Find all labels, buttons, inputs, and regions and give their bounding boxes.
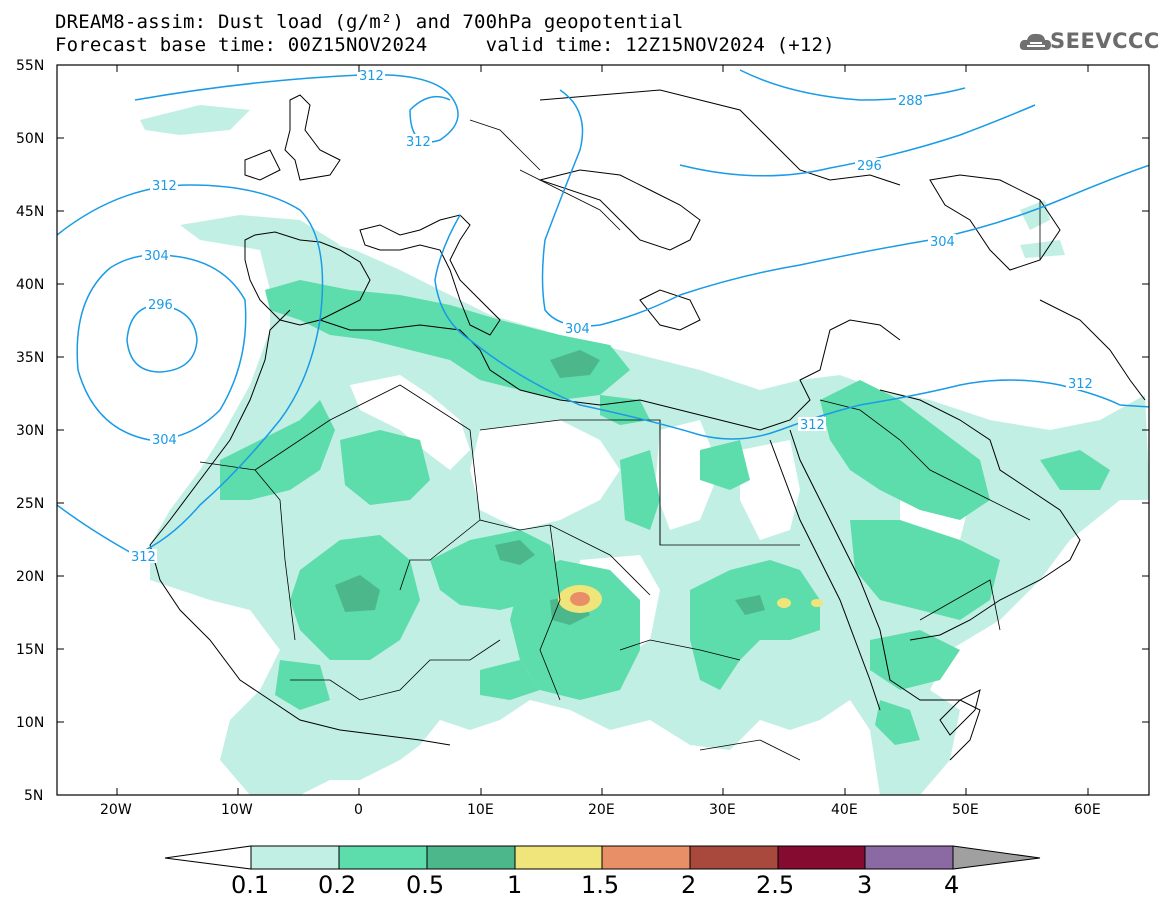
colorbar-swatch (426, 845, 516, 870)
colorbar-label: 1.5 (581, 871, 619, 899)
colorbar-label: 3 (857, 871, 872, 899)
lon-label: 20E (588, 802, 615, 818)
map-title-line2: Forecast base time: 00Z15NOV2024 valid t… (55, 34, 835, 56)
lat-label: 30N (16, 423, 44, 439)
contour-labels: 312 312 312 304 296 304 312 304 304 296 … (129, 68, 1094, 565)
map-title-line1: DREAM8-assim: Dust load (g/m²) and 700hP… (55, 11, 684, 33)
colorbar: 0.1 0.2 0.5 1 1.5 2 2.5 3 4 (164, 845, 1041, 899)
contour-label: 304 (930, 235, 955, 250)
lat-label: 55N (16, 58, 44, 74)
dust-hotspot-orange (570, 592, 590, 606)
colorbar-swatch (689, 845, 779, 870)
contour-label: 312 (800, 418, 825, 433)
lat-label: 35N (16, 350, 44, 366)
lat-label: 15N (16, 642, 44, 658)
colorbar-label: 0.1 (231, 871, 269, 899)
colorbar-swatch (777, 845, 866, 870)
contour-304-south (541, 89, 1149, 327)
lon-label: 30E (709, 802, 736, 818)
contour-label: 304 (144, 249, 169, 264)
contour-312-north (134, 73, 459, 143)
contour-296-loop (126, 304, 198, 373)
dust-field (140, 105, 1149, 795)
dust-hotspot-yellow (777, 598, 791, 608)
lat-label: 45N (16, 204, 44, 220)
clear-area (470, 420, 620, 530)
lon-label: 10E (467, 802, 494, 818)
clear-area (655, 420, 720, 530)
contour-label: 296 (148, 298, 173, 313)
lon-label: 40E (831, 802, 858, 818)
contour-312-west (57, 184, 324, 556)
contour-label: 296 (857, 159, 882, 174)
lat-label: 10N (16, 715, 44, 731)
contour-label: 288 (898, 94, 923, 109)
lat-label: 5N (24, 788, 43, 804)
contour-label: 304 (152, 433, 177, 448)
clear-area (740, 440, 800, 540)
colorbar-swatch (601, 845, 691, 870)
longitude-axis (116, 65, 1089, 795)
colorbar-label: 0.5 (406, 871, 444, 899)
latitude-axis (57, 64, 1149, 723)
contour-label: 312 (1068, 377, 1093, 392)
dust-area-light (1020, 240, 1065, 258)
logo-text: SEEVCCC (1050, 29, 1160, 53)
country-borders (199, 119, 1041, 761)
contour-label: 312 (152, 179, 177, 194)
colorbar-swatch (864, 845, 954, 870)
clear-area (350, 375, 470, 470)
colorbar-left-arrow (164, 845, 252, 870)
colorbar-label: 2 (681, 871, 696, 899)
lat-label: 25N (16, 496, 44, 512)
colorbar-swatch (514, 845, 603, 870)
dust-hotspot-yellow (811, 599, 823, 607)
colorbar-swatch (338, 845, 428, 870)
dust-area-light (180, 215, 340, 250)
contour-288 (739, 69, 966, 101)
dust-area-light (1020, 200, 1050, 230)
colorbar-label: 0.2 (318, 871, 356, 899)
colorbar-label: 4 (944, 871, 959, 899)
colorbar-label: 2.5 (756, 871, 794, 899)
contour-304-loop (76, 254, 247, 441)
contour-label: 304 (565, 322, 590, 337)
latitude-labels: 55N 50N 45N 40N 35N 30N 25N 20N 15N 10N … (16, 58, 44, 804)
contour-label: 312 (131, 550, 156, 565)
lon-label: 50E (952, 802, 979, 818)
colorbar-swatch (250, 845, 340, 870)
lon-label: 10W (221, 802, 253, 818)
lon-label: 0 (354, 802, 363, 818)
lat-label: 40N (16, 277, 44, 293)
lat-label: 20N (16, 569, 44, 585)
dust-area-light (140, 105, 250, 135)
longitude-labels: 20W 10W 0 10E 20E 30E 40E 50E 60E (100, 802, 1101, 818)
cloud-icon (1019, 33, 1051, 50)
contour-304-left (434, 214, 471, 341)
lon-label: 60E (1074, 802, 1101, 818)
contour-label: 312 (406, 135, 431, 150)
lat-label: 50N (16, 131, 44, 147)
dust-area-medium (220, 280, 1110, 745)
contour-label: 312 (359, 69, 384, 84)
lon-label: 20W (100, 802, 132, 818)
colorbar-right-arrow (952, 845, 1041, 870)
colorbar-label: 1 (507, 871, 522, 899)
